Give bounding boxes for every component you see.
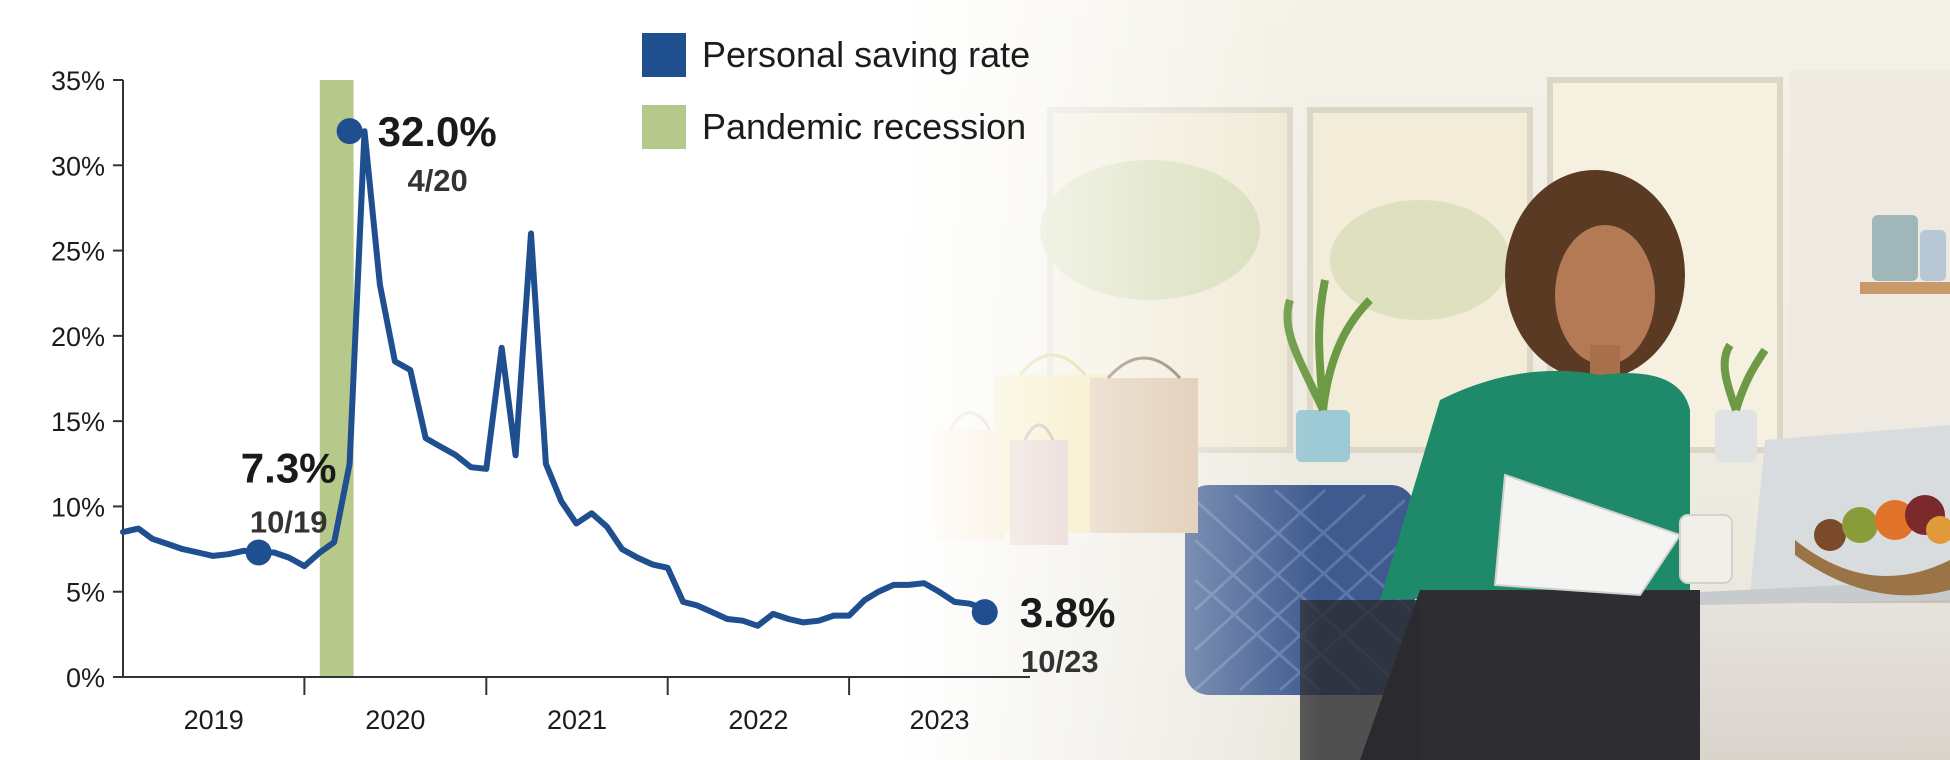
recession-band [319, 80, 354, 677]
axes: 0% 5% 10% 15% 20% 25% 30% 35% 2019 2020 2021 2022 20… [51, 66, 1030, 735]
y-tick-label: 15% [51, 407, 105, 437]
recession-band-layer [319, 80, 354, 677]
potted-plant-icon [1715, 342, 1769, 462]
fruit-bowl-icon [1795, 495, 1950, 596]
annotation-date: 10/23 [1021, 644, 1099, 679]
y-tick-label: 10% [51, 492, 105, 522]
y-tick-label: 0% [66, 663, 105, 693]
x-tick-label: 2019 [184, 705, 244, 735]
annotation-date: 10/19 [250, 504, 328, 539]
annotation-point [971, 599, 998, 626]
y-tick-label: 20% [51, 322, 105, 352]
annotations: 7.3% 10/19 32.0% 4/20 3.8% 10/23 [241, 108, 1116, 679]
annotation-value: 32.0% [378, 108, 497, 155]
legend-swatch [642, 105, 686, 149]
legend-swatch [642, 33, 686, 77]
y-tick-label: 30% [51, 151, 105, 181]
annotation-date: 4/20 [407, 163, 467, 198]
x-tick-label: 2021 [547, 705, 607, 735]
annotation-value: 3.8% [1020, 589, 1116, 636]
woman-with-laptop-illustration [1300, 170, 1700, 760]
x-tick-label: 2023 [910, 705, 970, 735]
y-tick-label: 5% [66, 578, 105, 608]
legend: Personal saving rate Pandemic recession [642, 33, 1030, 149]
annotation-point [336, 118, 363, 145]
y-tick-label: 35% [51, 66, 105, 96]
x-tick-label: 2020 [365, 705, 425, 735]
y-tick-label: 25% [51, 237, 105, 267]
legend-label: Pandemic recession [702, 106, 1026, 147]
annotation-value: 7.3% [241, 444, 337, 491]
legend-label: Personal saving rate [702, 34, 1030, 75]
annotation-point [245, 539, 272, 566]
x-tick-label: 2022 [728, 705, 788, 735]
